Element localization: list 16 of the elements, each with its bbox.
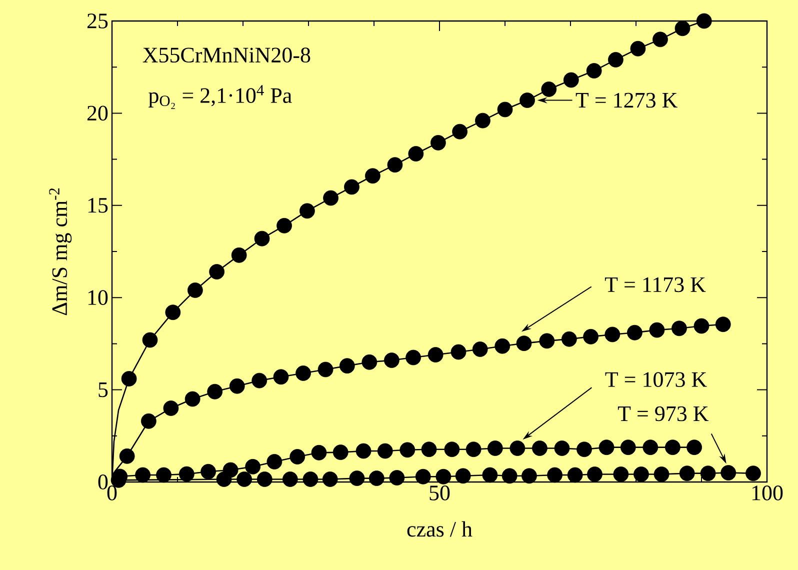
annotation: T = 1273 K [576,92,678,108]
y-tick-label: 25 [87,14,108,28]
y-tick-label: 20 [87,106,108,121]
x-tick-label: 50 [430,486,450,500]
x-tick-label: 100 [752,486,783,500]
annotation: T = 1173 K [604,277,706,292]
y-tick-label: 0 [98,474,108,490]
annotation: p$_{O₂}$ = 2,1·10$^{4}$ Pa [148,85,292,110]
y-tick-label: 5 [98,382,108,398]
y-axis-title: Δm/S mg cm$^{-2}$ [49,188,72,316]
y-tick-label: 15 [88,198,108,213]
x-axis-title: czas / h [407,521,472,537]
annotation: X55CrMnNiN20-8 [142,48,310,63]
y-tick-label: 10 [88,290,108,306]
annotation: T = 973 K [618,406,709,422]
annotation: T = 1073 K [605,372,707,388]
